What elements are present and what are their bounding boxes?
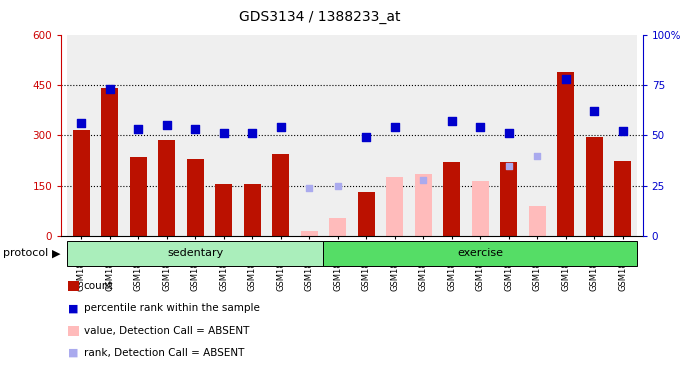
- Bar: [609, 35, 637, 236]
- Point: [418, 177, 428, 183]
- Point: [589, 108, 600, 114]
- Bar: [272, 154, 289, 236]
- Bar: [329, 218, 346, 236]
- Point: [503, 162, 514, 169]
- Bar: [580, 35, 609, 236]
- Bar: [181, 35, 209, 236]
- Bar: [295, 35, 324, 236]
- Bar: [324, 35, 352, 236]
- Text: count: count: [84, 281, 113, 291]
- Bar: [358, 192, 375, 236]
- Bar: [523, 35, 551, 236]
- Bar: [238, 35, 267, 236]
- Bar: [585, 137, 602, 236]
- Bar: [324, 242, 637, 266]
- Bar: [557, 71, 574, 236]
- Text: exercise: exercise: [457, 248, 503, 258]
- Bar: [443, 162, 460, 236]
- Bar: [614, 161, 631, 236]
- Text: rank, Detection Call = ABSENT: rank, Detection Call = ABSENT: [84, 348, 244, 358]
- Point: [275, 124, 286, 131]
- Point: [333, 183, 343, 189]
- Bar: [101, 88, 118, 236]
- Point: [617, 128, 628, 134]
- Text: percentile rank within the sample: percentile rank within the sample: [84, 303, 260, 313]
- Point: [360, 134, 371, 141]
- Point: [133, 126, 143, 132]
- Bar: [130, 157, 147, 236]
- Point: [161, 122, 172, 128]
- Bar: [124, 35, 152, 236]
- Point: [104, 86, 115, 92]
- Text: ■: ■: [68, 303, 79, 313]
- Bar: [152, 35, 181, 236]
- Point: [475, 124, 486, 131]
- Bar: [267, 35, 295, 236]
- Point: [446, 118, 457, 124]
- Text: ▶: ▶: [52, 248, 60, 258]
- Bar: [209, 35, 238, 236]
- Bar: [466, 35, 494, 236]
- Bar: [415, 174, 432, 236]
- Point: [532, 152, 543, 159]
- Bar: [352, 35, 380, 236]
- Point: [218, 130, 229, 136]
- Point: [247, 130, 258, 136]
- Text: GDS3134 / 1388233_at: GDS3134 / 1388233_at: [239, 10, 401, 23]
- Point: [389, 124, 400, 131]
- Point: [503, 130, 514, 136]
- Bar: [494, 35, 523, 236]
- Bar: [67, 35, 95, 236]
- Bar: [95, 35, 124, 236]
- Bar: [158, 141, 175, 236]
- Bar: [73, 130, 90, 236]
- Point: [304, 185, 315, 191]
- Text: protocol: protocol: [3, 248, 49, 258]
- Bar: [409, 35, 437, 236]
- Bar: [386, 177, 403, 236]
- Bar: [500, 162, 517, 236]
- Point: [560, 76, 571, 82]
- Text: value, Detection Call = ABSENT: value, Detection Call = ABSENT: [84, 326, 249, 336]
- Text: sedentary: sedentary: [167, 248, 223, 258]
- Bar: [243, 184, 260, 236]
- Bar: [67, 242, 324, 266]
- Point: [75, 120, 86, 126]
- Bar: [380, 35, 409, 236]
- Bar: [215, 184, 232, 236]
- Bar: [551, 35, 580, 236]
- Bar: [186, 159, 204, 236]
- Bar: [437, 35, 466, 236]
- Point: [190, 126, 201, 132]
- Text: ■: ■: [68, 348, 79, 358]
- Bar: [472, 181, 489, 236]
- Bar: [528, 206, 546, 236]
- Bar: [301, 231, 318, 236]
